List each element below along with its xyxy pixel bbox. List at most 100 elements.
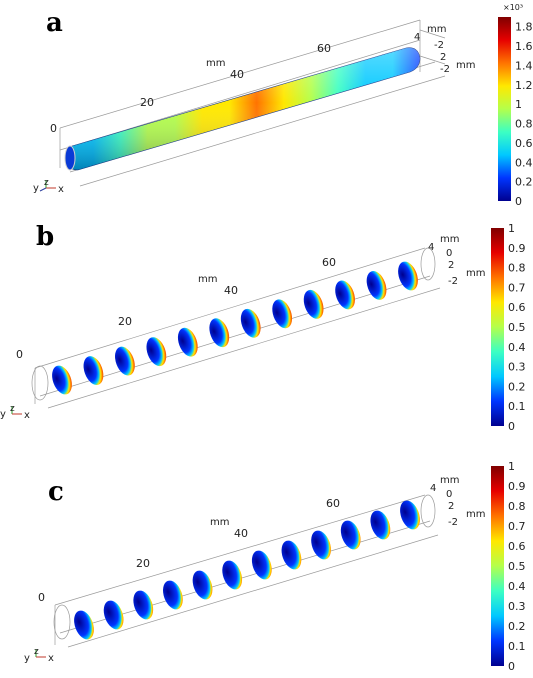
triad-x-a: x (58, 184, 64, 195)
cross-section-slice (115, 346, 135, 376)
axis-tick-b-0: 0 (16, 348, 23, 361)
axis-tick-a-20: 20 (140, 96, 154, 109)
axis-triad-c: y z x (24, 647, 54, 664)
slices-b (52, 261, 418, 395)
cross-section-slice (133, 590, 154, 620)
cross-section-slice (177, 327, 198, 357)
colorbar-tick-label: 0 (508, 420, 515, 433)
cross-section-slice (398, 261, 418, 291)
colorbar-tick-label: 0.9 (508, 242, 526, 255)
cross-section-slice (311, 530, 331, 560)
slices-c (74, 500, 420, 640)
colorbar-tick-label: 0.8 (508, 262, 526, 275)
side-unit-a: mm (427, 24, 446, 35)
colorbar-tick-label: 0.4 (508, 341, 526, 354)
axis-tick-c-40: 40 (234, 527, 248, 540)
cross-section-slice (400, 500, 420, 530)
cross-section-slice (303, 289, 324, 319)
colorbar-tick-label: 1.8 (515, 21, 533, 34)
cross-section-slice (52, 365, 72, 395)
side-tick-a-2: 2 (440, 52, 446, 63)
cross-section-slice (83, 356, 104, 385)
colorbar-tick-label: 0.6 (508, 540, 526, 553)
side-tick-b-1: 0 (446, 248, 452, 259)
side-tick-c-3: -2 (448, 517, 458, 528)
triad-z-b: z (10, 404, 15, 414)
cross-section-slice (163, 580, 183, 610)
side-unit-c2: mm (466, 509, 485, 520)
panel-label-a: a (46, 8, 63, 38)
colorbar-ticks-b: 1 0.9 0.8 0.7 0.6 0.5 0.4 0.3 0.2 0.1 0 (508, 222, 526, 433)
side-tick-b-2: 2 (448, 260, 454, 271)
triad-x-c: x (48, 653, 54, 664)
colorbar-tick-label: 0.4 (515, 156, 533, 169)
colorbar-tick-label: 1.4 (515, 59, 533, 72)
colorbar-tick-label: 1 (508, 222, 515, 235)
colorbar-tick-label: 0.6 (515, 137, 533, 150)
axis-tick-b-20: 20 (118, 315, 132, 328)
panel-label-b: b (36, 222, 55, 252)
axis-tick-c-20: 20 (136, 557, 150, 570)
panel-c-plot: 0 20 40 mm 60 4 0 2 -2 mm mm y z x 1 0.9 0… (24, 460, 526, 673)
cross-section-slice (146, 337, 167, 367)
side-tick-a-1: -2 (434, 40, 444, 51)
colorbar-tick-label: 0.9 (508, 480, 526, 493)
axis-tick-b-60: 60 (322, 256, 336, 269)
axis-tick-b-40: 40 (224, 284, 238, 297)
colorbar-ticks-c: 1 0.9 0.8 0.7 0.6 0.5 0.4 0.3 0.2 0.1 0 (508, 460, 526, 673)
colorbar-tick-label: 0.3 (508, 361, 526, 374)
side-tick-b-0: 4 (428, 242, 434, 253)
axis-tick-a-40: 40 (230, 68, 244, 81)
panel-c: c 0 20 40 mm 60 4 0 2 (0, 455, 533, 674)
axis-tick-c-60: 60 (326, 497, 340, 510)
triad-y-b: y (0, 409, 6, 420)
colorbar-tick-label: 0 (515, 195, 522, 208)
cross-section-slice (370, 510, 391, 540)
colorbar-tick-label: 0.8 (515, 118, 533, 131)
side-tick-a-3: -2 (440, 64, 450, 75)
colorbar-tick-label: 1 (515, 98, 522, 111)
side-tick-b-3: -2 (448, 276, 458, 287)
bounding-box-b (31, 247, 441, 409)
colorbar-tick-label: 1 (508, 460, 515, 473)
panel-a: a 0 20 4 (0, 0, 533, 215)
colorbar-ticks-a: 1.8 1.6 1.4 1.2 1 0.8 0.6 0.4 0.2 0 (515, 21, 533, 208)
axis-triad-a: y z x (33, 178, 64, 195)
axis-unit-a: mm (206, 58, 225, 69)
colorbar-tick-label: 0.2 (508, 620, 526, 633)
axis-tick-a-60: 60 (317, 42, 331, 55)
panel-a-plot: 0 20 40 mm 60 4 -2 2 -2 mm mm y z x ×10³… (33, 3, 533, 208)
side-tick-c-2: 2 (448, 501, 454, 512)
colorbar-multiplier-a: ×10³ (503, 3, 523, 12)
side-unit-b: mm (440, 234, 459, 245)
colorbar-tick-label: 0.5 (508, 321, 526, 334)
panel-b: b 0 20 40 mm 60 4 0 2 (0, 218, 533, 440)
colorbar-tick-label: 0.4 (508, 580, 526, 593)
axis-unit-b: mm (198, 274, 217, 285)
side-tick-c-0: 4 (430, 483, 436, 494)
colorbar-tick-label: 0.5 (508, 560, 526, 573)
cross-section-slice (209, 318, 230, 348)
colorbar-tick-label: 0.2 (515, 176, 533, 189)
triad-y-c: y (24, 653, 30, 664)
triad-z-a: z (44, 178, 49, 188)
colorbar-b (491, 228, 504, 426)
colorbar-tick-label: 0.6 (508, 301, 526, 314)
triad-x-b: x (24, 410, 30, 421)
cross-section-slice (340, 520, 361, 550)
side-unit-a2: mm (456, 60, 475, 71)
colorbar-tick-label: 0.8 (508, 500, 526, 513)
triad-z-c: z (34, 647, 39, 657)
cross-section-slice (222, 560, 243, 590)
side-tick-c-1: 0 (446, 489, 452, 500)
panel-label-c: c (48, 477, 64, 507)
side-tick-a-0: 4 (414, 32, 420, 43)
cross-section-slice (192, 570, 213, 600)
cross-section-slice (103, 600, 124, 630)
colorbar-tick-label: 1.6 (515, 40, 533, 53)
cross-section-slice (335, 280, 355, 310)
cross-section-slice (240, 308, 261, 338)
axis-unit-c: mm (210, 517, 229, 528)
axis-triad-b: y z x (0, 404, 30, 421)
colorbar-a (498, 17, 511, 201)
